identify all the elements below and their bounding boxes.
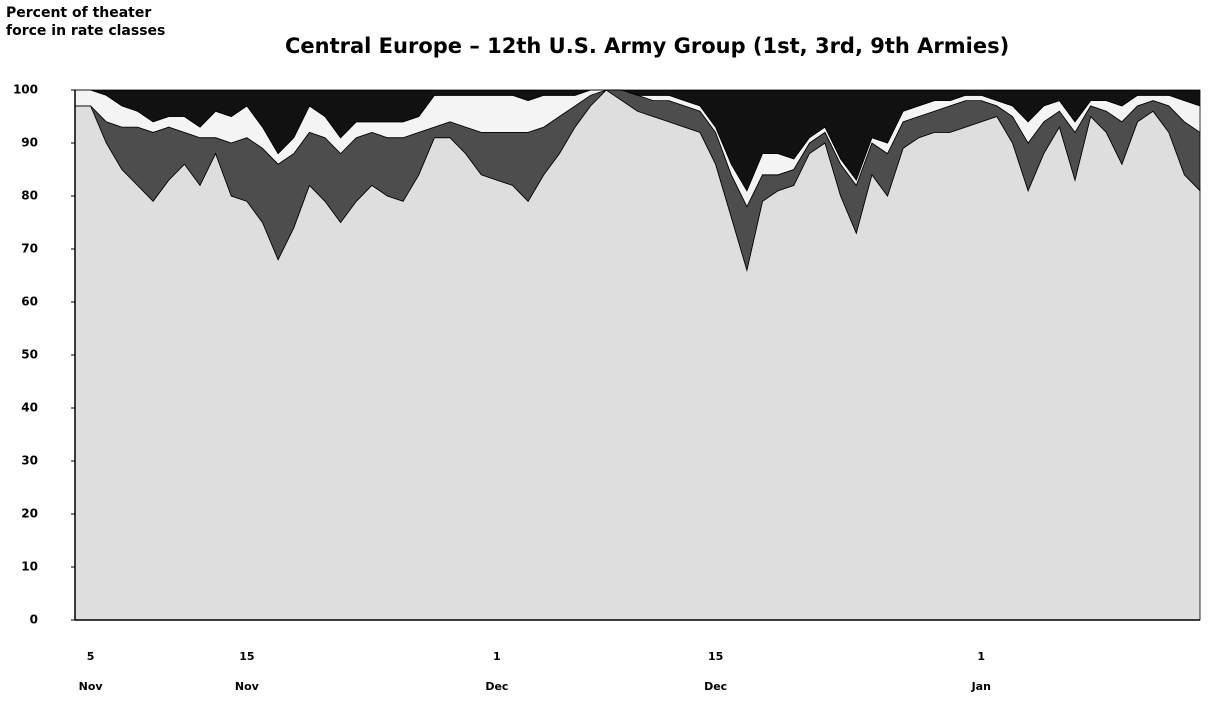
y-tick-label: 60 <box>21 295 38 309</box>
x-tick-label: 15 Nov <box>234 650 259 693</box>
y-tick-label: 70 <box>21 242 38 256</box>
x-tick-label: 15 Dec <box>704 650 728 693</box>
y-tick-label: 30 <box>21 454 38 468</box>
y-axis-label: Percent of theater force in rate classes <box>6 5 166 39</box>
y-tick-label: 100 <box>13 83 38 97</box>
y-tick-label: 20 <box>21 507 38 521</box>
y-tick-label: 40 <box>21 401 38 415</box>
area-layer <box>75 89 1201 192</box>
chart-title: Central Europe – 12th U.S. Army Group (1… <box>285 34 1010 58</box>
x-tick-label: 1 Jan <box>971 650 991 693</box>
y-tick-label: 90 <box>21 136 38 150</box>
y-tick-label: 80 <box>21 189 38 203</box>
y-tick-label: 10 <box>21 560 38 574</box>
y-tick-label: 50 <box>21 348 38 362</box>
y-tick-label: 0 <box>30 613 38 627</box>
x-tick-label: 5 Nov <box>78 650 103 693</box>
x-tick-label: 1 Dec <box>485 650 509 693</box>
